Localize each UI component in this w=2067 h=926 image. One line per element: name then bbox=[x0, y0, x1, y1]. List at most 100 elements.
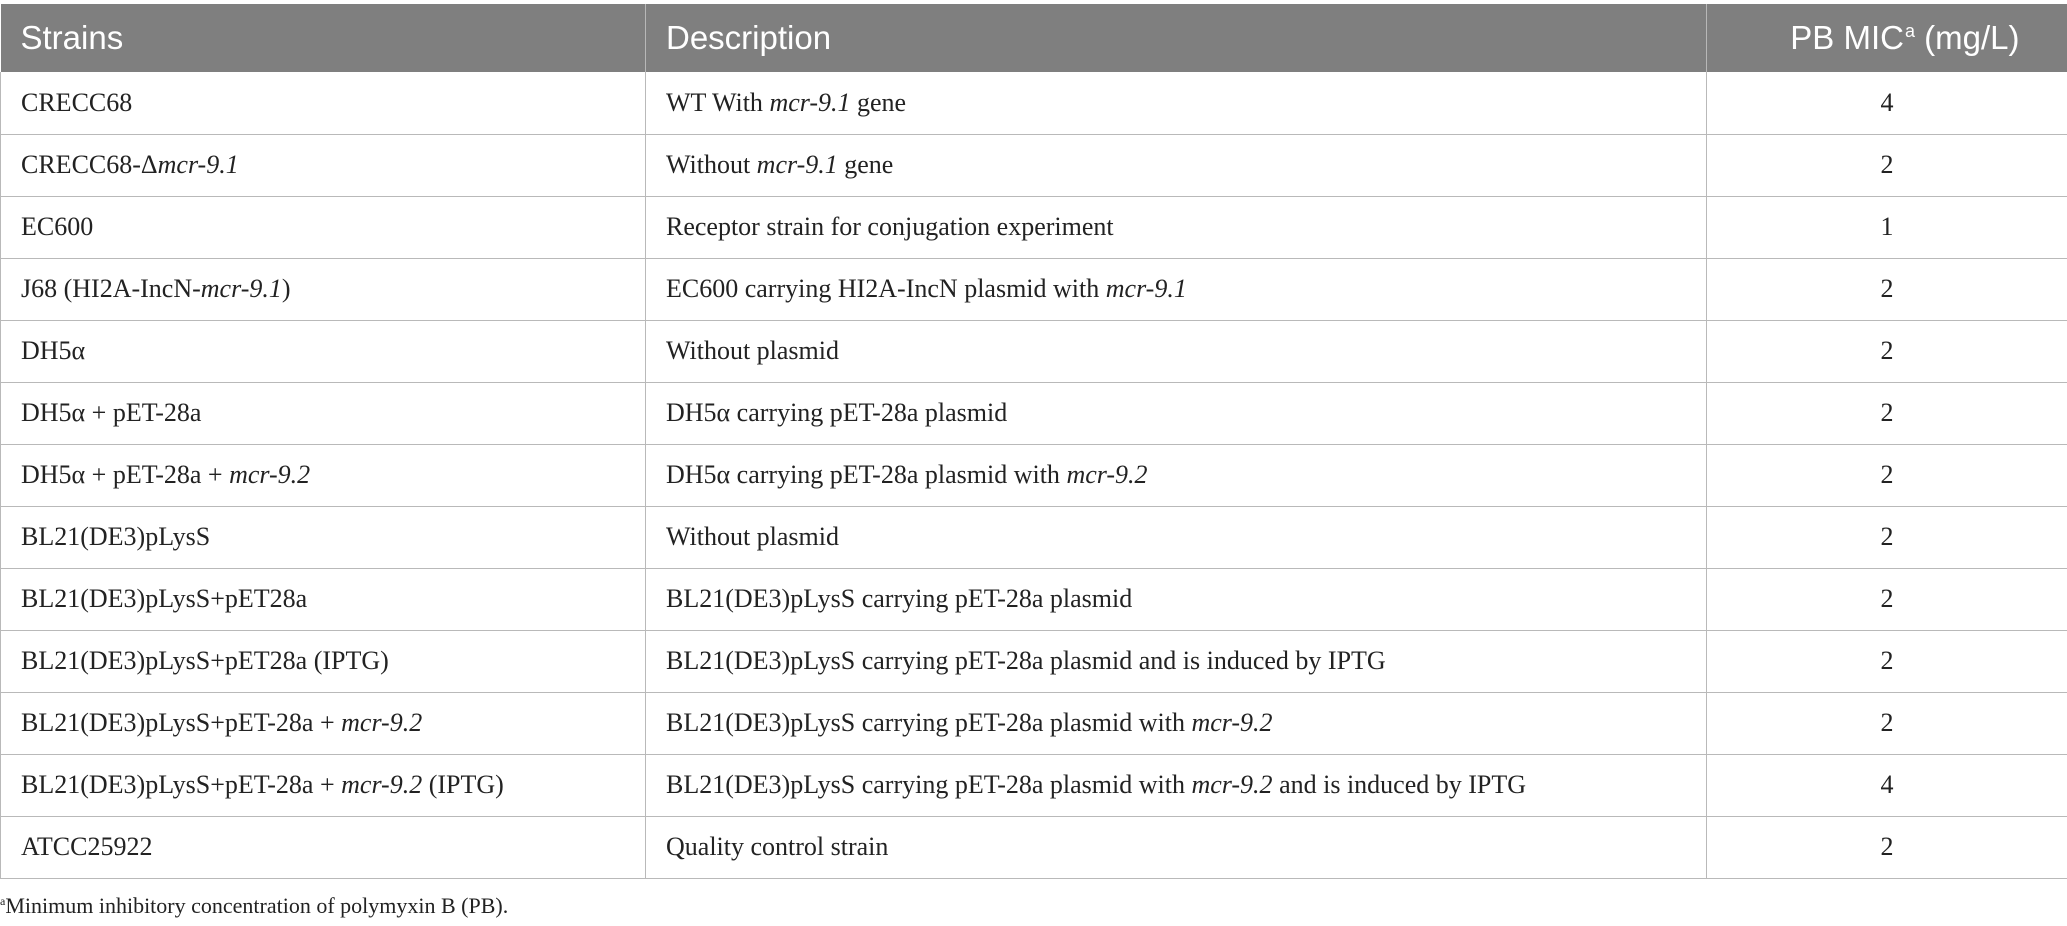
strains-table: Strains Description PB MICa (mg/L) CRECC… bbox=[0, 4, 2067, 879]
pb-mic-cell: 2 bbox=[1706, 816, 2067, 879]
strain-cell-segment: (IPTG) bbox=[422, 770, 504, 799]
strain-cell: DH5α bbox=[0, 320, 646, 383]
strain-cell-segment: DH5α + pET-28a bbox=[21, 398, 202, 427]
strain-cell: BL21(DE3)pLysS bbox=[0, 506, 646, 569]
pb-mic-cell: 2 bbox=[1706, 382, 2067, 445]
description-cell: BL21(DE3)pLysS carrying pET-28a plasmid … bbox=[645, 692, 1707, 755]
description-cell-segment: BL21(DE3)pLysS carrying pET-28a plasmid … bbox=[666, 708, 1192, 737]
strain-cell-segment: ) bbox=[281, 274, 291, 303]
description-cell-segment: mcr-9.1 bbox=[769, 87, 851, 117]
description-cell-segment: EC600 carrying HI2A-IncN plasmid with bbox=[666, 274, 1106, 303]
header-row: Strains Description PB MICa (mg/L) bbox=[0, 4, 2067, 72]
strain-cell-segment: J68 (HI2A-IncN- bbox=[21, 274, 201, 303]
table-row: DH5α + pET-28a + mcr-9.2 DH5α carrying pE… bbox=[0, 444, 2067, 507]
description-cell-segment: gene bbox=[850, 87, 907, 117]
header-mic-footnote-marker: a bbox=[1904, 21, 1915, 41]
strain-cell-segment: BL21(DE3)pLysS+pET28a (IPTG) bbox=[21, 646, 389, 675]
strain-cell: DH5α + pET-28a bbox=[0, 382, 646, 445]
strain-cell: CRECC68-Δmcr-9.1 bbox=[0, 134, 646, 197]
strain-cell-segment: BL21(DE3)pLysS+pET-28a + bbox=[21, 770, 342, 799]
description-cell-segment: mcr-9.2 bbox=[1191, 770, 1273, 799]
table-row: J68 (HI2A-IncN-mcr-9.1) EC600 carrying HI… bbox=[0, 258, 2067, 321]
table-row: CRECC68-Δmcr-9.1 Without mcr-9.1 gene 2 bbox=[0, 134, 2067, 197]
table-row: BL21(DE3)pLysS+pET28a BL21(DE3)pLysS carr… bbox=[0, 568, 2067, 631]
strain-cell-segment: mcr-9.2 bbox=[341, 708, 423, 737]
strain-cell-segment: CRECC68 bbox=[21, 87, 133, 117]
strain-cell-segment: DH5α + pET-28a + bbox=[21, 460, 230, 489]
table-footnote: aMinimum inhibitory concentration of pol… bbox=[0, 893, 508, 919]
description-cell-segment: DH5α carrying pET-28a plasmid with bbox=[666, 460, 1067, 489]
header-strains: Strains bbox=[0, 4, 646, 72]
table-body: CRECC68 WT With mcr-9.1 gene 4 CRECC68-Δmcr… bbox=[0, 72, 2067, 879]
table-header: Strains Description PB MICa (mg/L) bbox=[0, 4, 2067, 72]
strain-cell: DH5α + pET-28a + mcr-9.2 bbox=[0, 444, 646, 507]
header-mic-label: PB MIC bbox=[1790, 19, 1904, 56]
description-cell-segment: mcr-9.1 bbox=[1105, 274, 1187, 303]
description-cell-segment: WT With bbox=[666, 87, 770, 117]
description-cell-segment: and is induced by IPTG bbox=[1272, 770, 1527, 799]
header-description: Description bbox=[645, 4, 1707, 72]
description-cell-segment: BL21(DE3)pLysS carrying pET-28a plasmid … bbox=[666, 770, 1192, 799]
description-cell: Without mcr-9.1 gene bbox=[645, 134, 1707, 197]
description-cell: BL21(DE3)pLysS carrying pET-28a plasmid … bbox=[645, 754, 1707, 817]
strain-cell-segment: BL21(DE3)pLysS+pET28a bbox=[21, 584, 308, 613]
footnote-text: Minimum inhibitory concentration of poly… bbox=[5, 893, 509, 918]
data-table-container: Strains Description PB MICa (mg/L) CRECC… bbox=[0, 4, 2067, 879]
pb-mic-cell: 4 bbox=[1706, 754, 2067, 817]
strain-cell-segment: mcr-9.2 bbox=[341, 770, 423, 799]
table-row: DH5α + pET-28a DH5α carrying pET-28a plas… bbox=[0, 382, 2067, 445]
description-cell-segment: Receptor strain for conjugation experime… bbox=[666, 212, 1114, 241]
description-cell: Quality control strain bbox=[645, 816, 1707, 879]
strain-cell: BL21(DE3)pLysS+pET28a bbox=[0, 568, 646, 631]
footnote-marker: a bbox=[0, 894, 6, 908]
table-row: BL21(DE3)pLysS+pET28a (IPTG) BL21(DE3)pLy… bbox=[0, 630, 2067, 693]
table-row: ATCC25922 Quality control strain 2 bbox=[0, 816, 2067, 879]
strain-cell: CRECC68 bbox=[0, 72, 646, 135]
description-cell: Receptor strain for conjugation experime… bbox=[645, 196, 1707, 259]
strain-cell: ATCC25922 bbox=[0, 816, 646, 879]
strain-cell-segment: ATCC25922 bbox=[21, 832, 153, 861]
description-cell-segment: Without bbox=[666, 150, 757, 179]
strain-cell: EC600 bbox=[0, 196, 646, 259]
description-cell: BL21(DE3)pLysS carrying pET-28a plasmid bbox=[645, 568, 1707, 631]
pb-mic-cell: 4 bbox=[1706, 72, 2067, 135]
strain-cell-segment: mcr-9.2 bbox=[229, 460, 311, 489]
table-row: BL21(DE3)pLysS+pET-28a + mcr-9.2 (IPTG) B… bbox=[0, 754, 2067, 817]
header-mic-unit: (mg/L) bbox=[1914, 19, 2020, 56]
pb-mic-cell: 2 bbox=[1706, 630, 2067, 693]
strain-cell-segment: BL21(DE3)pLysS+pET-28a + bbox=[21, 708, 342, 737]
strain-cell: BL21(DE3)pLysS+pET28a (IPTG) bbox=[0, 630, 646, 693]
pb-mic-cell: 2 bbox=[1706, 134, 2067, 197]
strain-cell-segment: mcr-9.1 bbox=[200, 274, 282, 303]
strain-cell-segment: mcr-9.1 bbox=[157, 150, 239, 179]
table-row: BL21(DE3)pLysS Without plasmid 2 bbox=[0, 506, 2067, 569]
description-cell-segment: BL21(DE3)pLysS carrying pET-28a plasmid bbox=[666, 584, 1133, 613]
pb-mic-cell: 2 bbox=[1706, 320, 2067, 383]
description-cell-segment: Quality control strain bbox=[666, 832, 889, 861]
description-cell: Without plasmid bbox=[645, 320, 1707, 383]
table-row: BL21(DE3)pLysS+pET-28a + mcr-9.2 BL21(DE3… bbox=[0, 692, 2067, 755]
description-cell-segment: mcr-9.2 bbox=[1191, 708, 1273, 737]
description-cell-segment: DH5α carrying pET-28a plasmid bbox=[666, 398, 1008, 427]
description-cell-segment: mcr-9.1 bbox=[756, 150, 838, 179]
description-cell: EC600 carrying HI2A-IncN plasmid with mc… bbox=[645, 258, 1707, 321]
pb-mic-cell: 2 bbox=[1706, 692, 2067, 755]
description-cell: DH5α carrying pET-28a plasmid with mcr-9… bbox=[645, 444, 1707, 507]
description-cell: WT With mcr-9.1 gene bbox=[645, 72, 1707, 135]
description-cell: Without plasmid bbox=[645, 506, 1707, 569]
pb-mic-cell: 2 bbox=[1706, 506, 2067, 569]
table-row: DH5α Without plasmid 2 bbox=[0, 320, 2067, 383]
table-row: CRECC68 WT With mcr-9.1 gene 4 bbox=[0, 72, 2067, 135]
strain-cell: BL21(DE3)pLysS+pET-28a + mcr-9.2 (IPTG) bbox=[0, 754, 646, 817]
table-row: EC600 Receptor strain for conjugation exp… bbox=[0, 196, 2067, 259]
strain-cell-segment: CRECC68-Δ bbox=[21, 150, 158, 179]
pb-mic-cell: 2 bbox=[1706, 258, 2067, 321]
description-cell-segment: Without plasmid bbox=[666, 522, 839, 551]
strain-cell-segment: DH5α bbox=[21, 336, 86, 365]
pb-mic-cell: 2 bbox=[1706, 444, 2067, 507]
description-cell-segment: BL21(DE3)pLysS carrying pET-28a plasmid … bbox=[666, 646, 1386, 675]
description-cell: BL21(DE3)pLysS carrying pET-28a plasmid … bbox=[645, 630, 1707, 693]
pb-mic-cell: 2 bbox=[1706, 568, 2067, 631]
description-cell-segment: Without plasmid bbox=[666, 336, 839, 365]
description-cell-segment: mcr-9.2 bbox=[1066, 460, 1148, 489]
